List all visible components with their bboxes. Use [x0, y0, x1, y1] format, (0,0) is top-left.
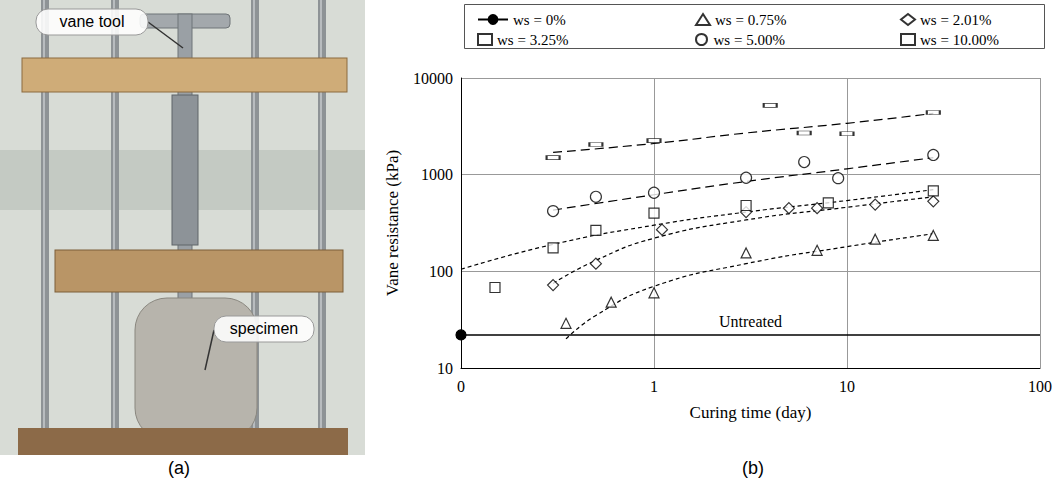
svg-text:ws = 2.01%: ws = 2.01% — [920, 12, 991, 28]
svg-text:vane tool: vane tool — [60, 13, 125, 30]
html-text:(b): (b) — [742, 458, 764, 478]
svg-text:10: 10 — [839, 378, 855, 395]
svg-text:10000: 10000 — [413, 70, 453, 87]
html-text:(a): (a) — [168, 458, 190, 478]
svg-text:1000: 1000 — [421, 166, 453, 183]
svg-text:0: 0 — [457, 378, 465, 395]
svg-text:Vane resistance (kPa): Vane resistance (kPa) — [383, 150, 402, 296]
svg-text:ws = 3.25%: ws = 3.25% — [497, 32, 568, 48]
svg-text:10: 10 — [437, 360, 453, 377]
svg-text:100: 100 — [429, 263, 453, 280]
svg-text:Curing time (day): Curing time (day) — [690, 403, 812, 422]
svg-text:ws = 0.75%: ws = 0.75% — [715, 12, 786, 28]
svg-text:specimen: specimen — [230, 320, 298, 337]
svg-text:ws = 0%: ws = 0% — [513, 12, 566, 28]
svg-text:1: 1 — [650, 378, 658, 395]
svg-text:100: 100 — [1028, 378, 1052, 395]
svg-text:ws = 10.00%: ws = 10.00% — [920, 32, 999, 48]
svg-text:ws = 5.00%: ws = 5.00% — [714, 32, 785, 48]
svg-text:Untreated: Untreated — [719, 313, 782, 330]
